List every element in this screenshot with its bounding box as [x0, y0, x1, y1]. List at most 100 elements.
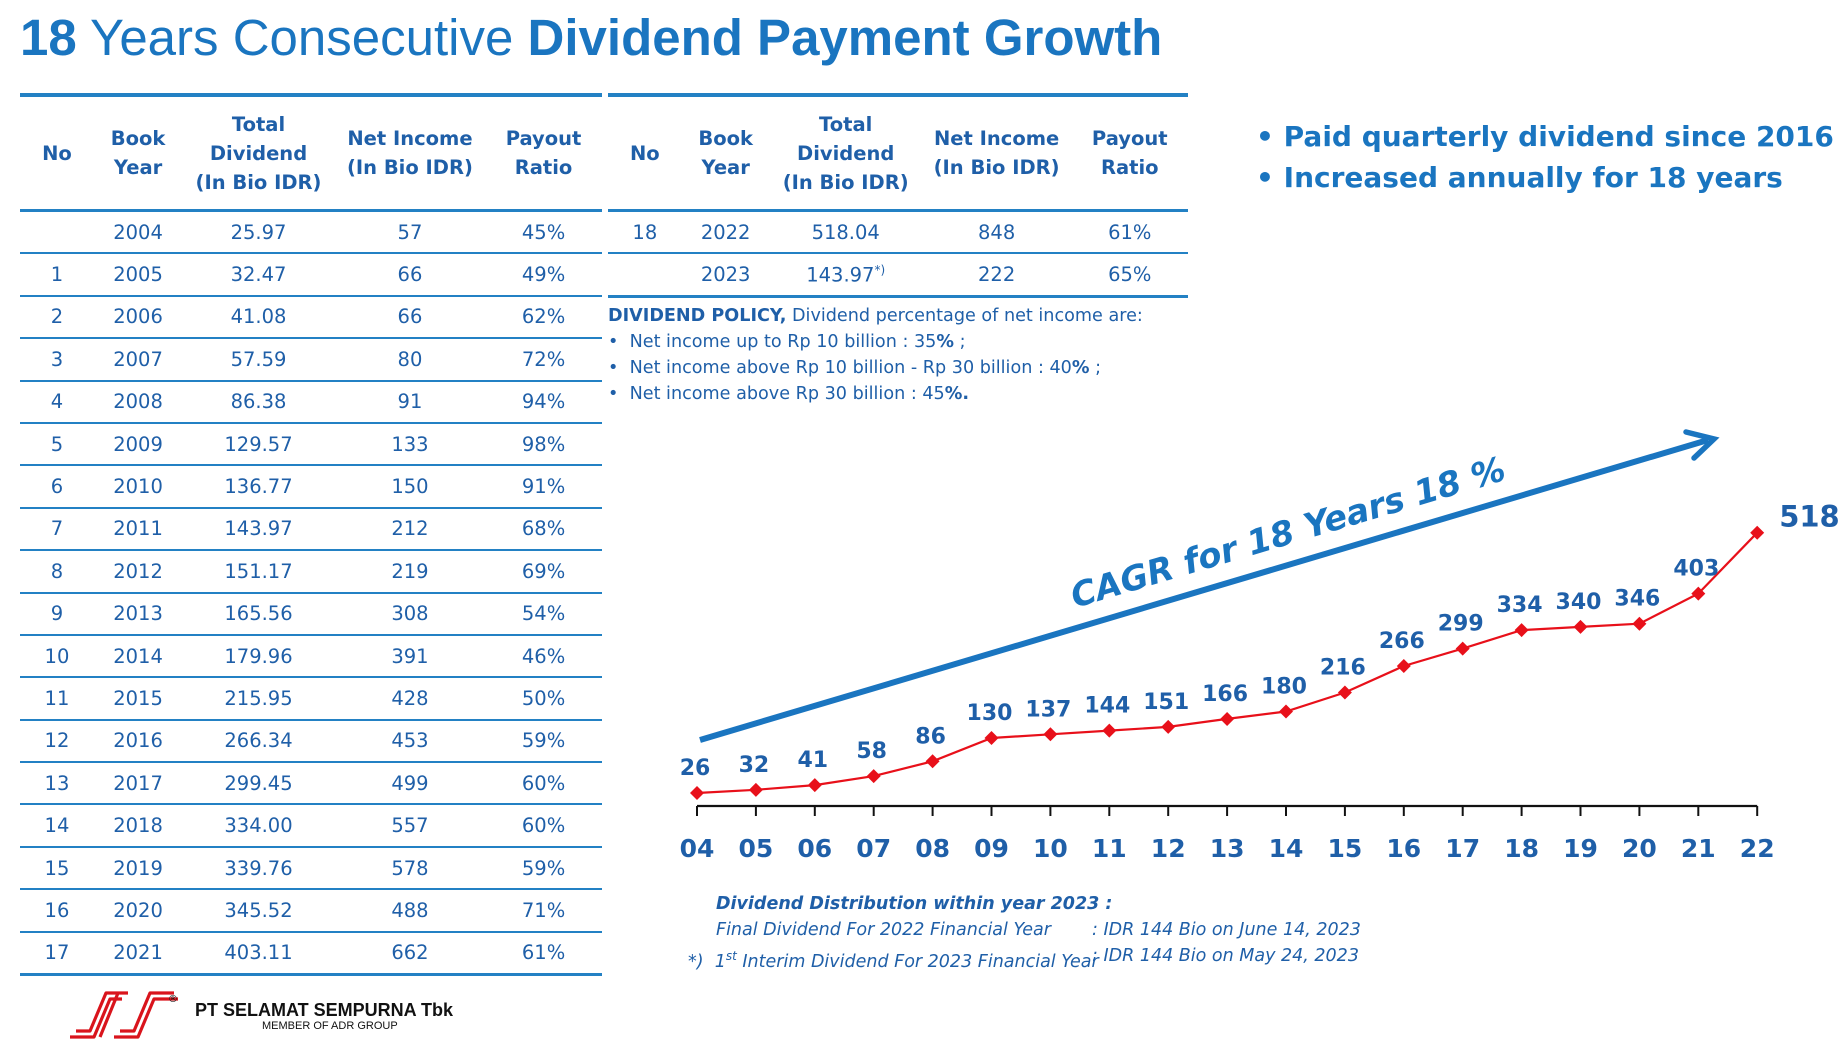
policy-end: ; [954, 332, 966, 352]
table-cell: 15 [20, 846, 94, 891]
table-cell: 91% [485, 465, 602, 509]
footnote-mark: *) [874, 262, 886, 277]
cell-value: 345.52 [224, 898, 293, 922]
column-header-line: No [629, 141, 660, 165]
table-row: 18 2022 518.04 848 61% [608, 210, 1188, 255]
table-cell: 2004 [93, 210, 183, 255]
table-cell: 299.45 [182, 762, 335, 806]
cell-value: 66 [397, 305, 423, 329]
table-row: 3 2007 57.59 80 72% [20, 338, 602, 382]
table-cell: 91 [334, 380, 486, 424]
cell-value: 86.38 [230, 390, 287, 414]
company-name: PT SELAMAT SEMPURNA Tbk [195, 1000, 454, 1020]
data-point [1161, 719, 1176, 734]
table-cell: 848 [921, 210, 1072, 255]
table-cell: 18 [608, 210, 682, 255]
table-cell: 71% [485, 889, 602, 933]
cell-value: 2007 [113, 347, 163, 371]
column-header: Book Year [681, 93, 770, 212]
table-cell: 578 [334, 846, 486, 891]
table-cell: 98% [485, 422, 602, 467]
cell-value: 299.45 [224, 771, 293, 795]
table-cell: 50% [485, 677, 602, 721]
table-cell: 66 [334, 295, 486, 340]
highlight-text: Increased annually for 18 years [1283, 161, 1783, 194]
cell-value: 2006 [113, 305, 163, 329]
table-cell: 219 [334, 550, 486, 594]
table-cell: 2017 [93, 762, 183, 806]
cell-value: 2021 [113, 941, 163, 965]
cell-value: 94% [521, 390, 566, 414]
cell-value: 57.59 [230, 347, 287, 371]
cell-value: 2008 [113, 390, 163, 414]
data-label: 216 [1320, 655, 1366, 680]
table-cell: 68% [485, 507, 602, 552]
data-point [807, 778, 822, 793]
data-label: 86 [915, 724, 946, 749]
cell-value: 2019 [113, 856, 163, 880]
cell-value: 1 [50, 263, 64, 287]
column-header-line: Year [113, 156, 163, 179]
table-cell: 69% [485, 550, 602, 594]
table-cell: 2013 [93, 592, 183, 636]
cagr-annotation: CAGR for 18 Years 18 % [1066, 449, 1510, 616]
cell-value: 54% [521, 602, 566, 626]
cell-value: 557 [391, 814, 429, 838]
cell-value: 32.47 [230, 263, 287, 287]
distribution-heading: Dividend Distribution within year 2023 : [716, 894, 1113, 914]
table-cell: 11 [20, 677, 94, 721]
table-cell: 428 [334, 677, 486, 721]
dividend-policy: DIVIDEND POLICY, Dividend percentage of … [608, 303, 1143, 407]
data-point [1337, 685, 1352, 700]
column-header: Book Year [93, 93, 183, 212]
policy-list: • Net income up to Rp 10 billion : 35% ;… [608, 329, 1143, 407]
data-label: 41 [797, 748, 828, 773]
cell-value: 14 [44, 814, 70, 838]
table-row: 2023 143.97*) 222 65% [608, 253, 1188, 298]
cell-value: 4 [50, 390, 64, 414]
column-header: Total Dividend (In Bio IDR) [769, 93, 922, 212]
dividend-distribution: Dividend Distribution within year 2023 :… [688, 891, 1361, 972]
data-point [1279, 704, 1293, 719]
cell-value: 6 [50, 475, 64, 499]
table-cell: 2019 [93, 846, 183, 891]
table-cell: 86.38 [182, 380, 335, 424]
data-label: 26 [680, 756, 711, 781]
table-cell: 32.47 [182, 253, 335, 297]
cell-value: 69% [521, 559, 566, 583]
cell-value: 18 [632, 220, 658, 244]
cell-value: 17 [44, 941, 70, 965]
cell-value: 499 [391, 771, 429, 795]
cell-value: 91% [521, 475, 566, 499]
policy-item: • Net income up to Rp 10 billion : 35% ; [608, 329, 1143, 355]
cell-value: 71% [521, 898, 566, 922]
data-point [1043, 727, 1058, 742]
cell-value: 266.34 [224, 729, 293, 753]
table-cell: 25.97 [182, 210, 335, 255]
cell-value: 65% [1108, 263, 1152, 287]
cell-value: 2014 [113, 644, 163, 668]
policy-text: Net income above Rp 30 billion : 45 [629, 384, 945, 404]
data-label: 144 [1084, 694, 1130, 719]
x-tick-label: 10 [1033, 834, 1068, 863]
table-cell: 16 [20, 889, 94, 933]
table-cell: 2021 [93, 931, 183, 977]
x-tick-label: 07 [856, 834, 891, 863]
table-cell: 8 [20, 550, 94, 594]
table-cell: 2011 [93, 507, 183, 552]
highlight-item: • Paid quarterly dividend since 2016 [1256, 116, 1834, 157]
cell-value: 428 [391, 686, 429, 710]
data-point [1396, 659, 1411, 674]
column-header: Net Income (In Bio IDR) [334, 93, 486, 212]
x-tick-label: 12 [1151, 834, 1186, 863]
table-cell: 54% [485, 592, 602, 636]
cell-value: 662 [391, 941, 429, 965]
column-header-line: Year [701, 156, 750, 179]
bullet-icon: • [608, 358, 619, 378]
distribution-row: Final Dividend For 2022 Financial Year :… [688, 917, 1361, 943]
table-cell: 17 [20, 931, 94, 977]
column-header-line: Net Income [347, 127, 473, 150]
distribution-key: *) 1st Interim Dividend For 2023 Financi… [688, 943, 1099, 975]
cell-value: 403.11 [224, 941, 293, 965]
cell-value: 2023 [700, 263, 751, 287]
